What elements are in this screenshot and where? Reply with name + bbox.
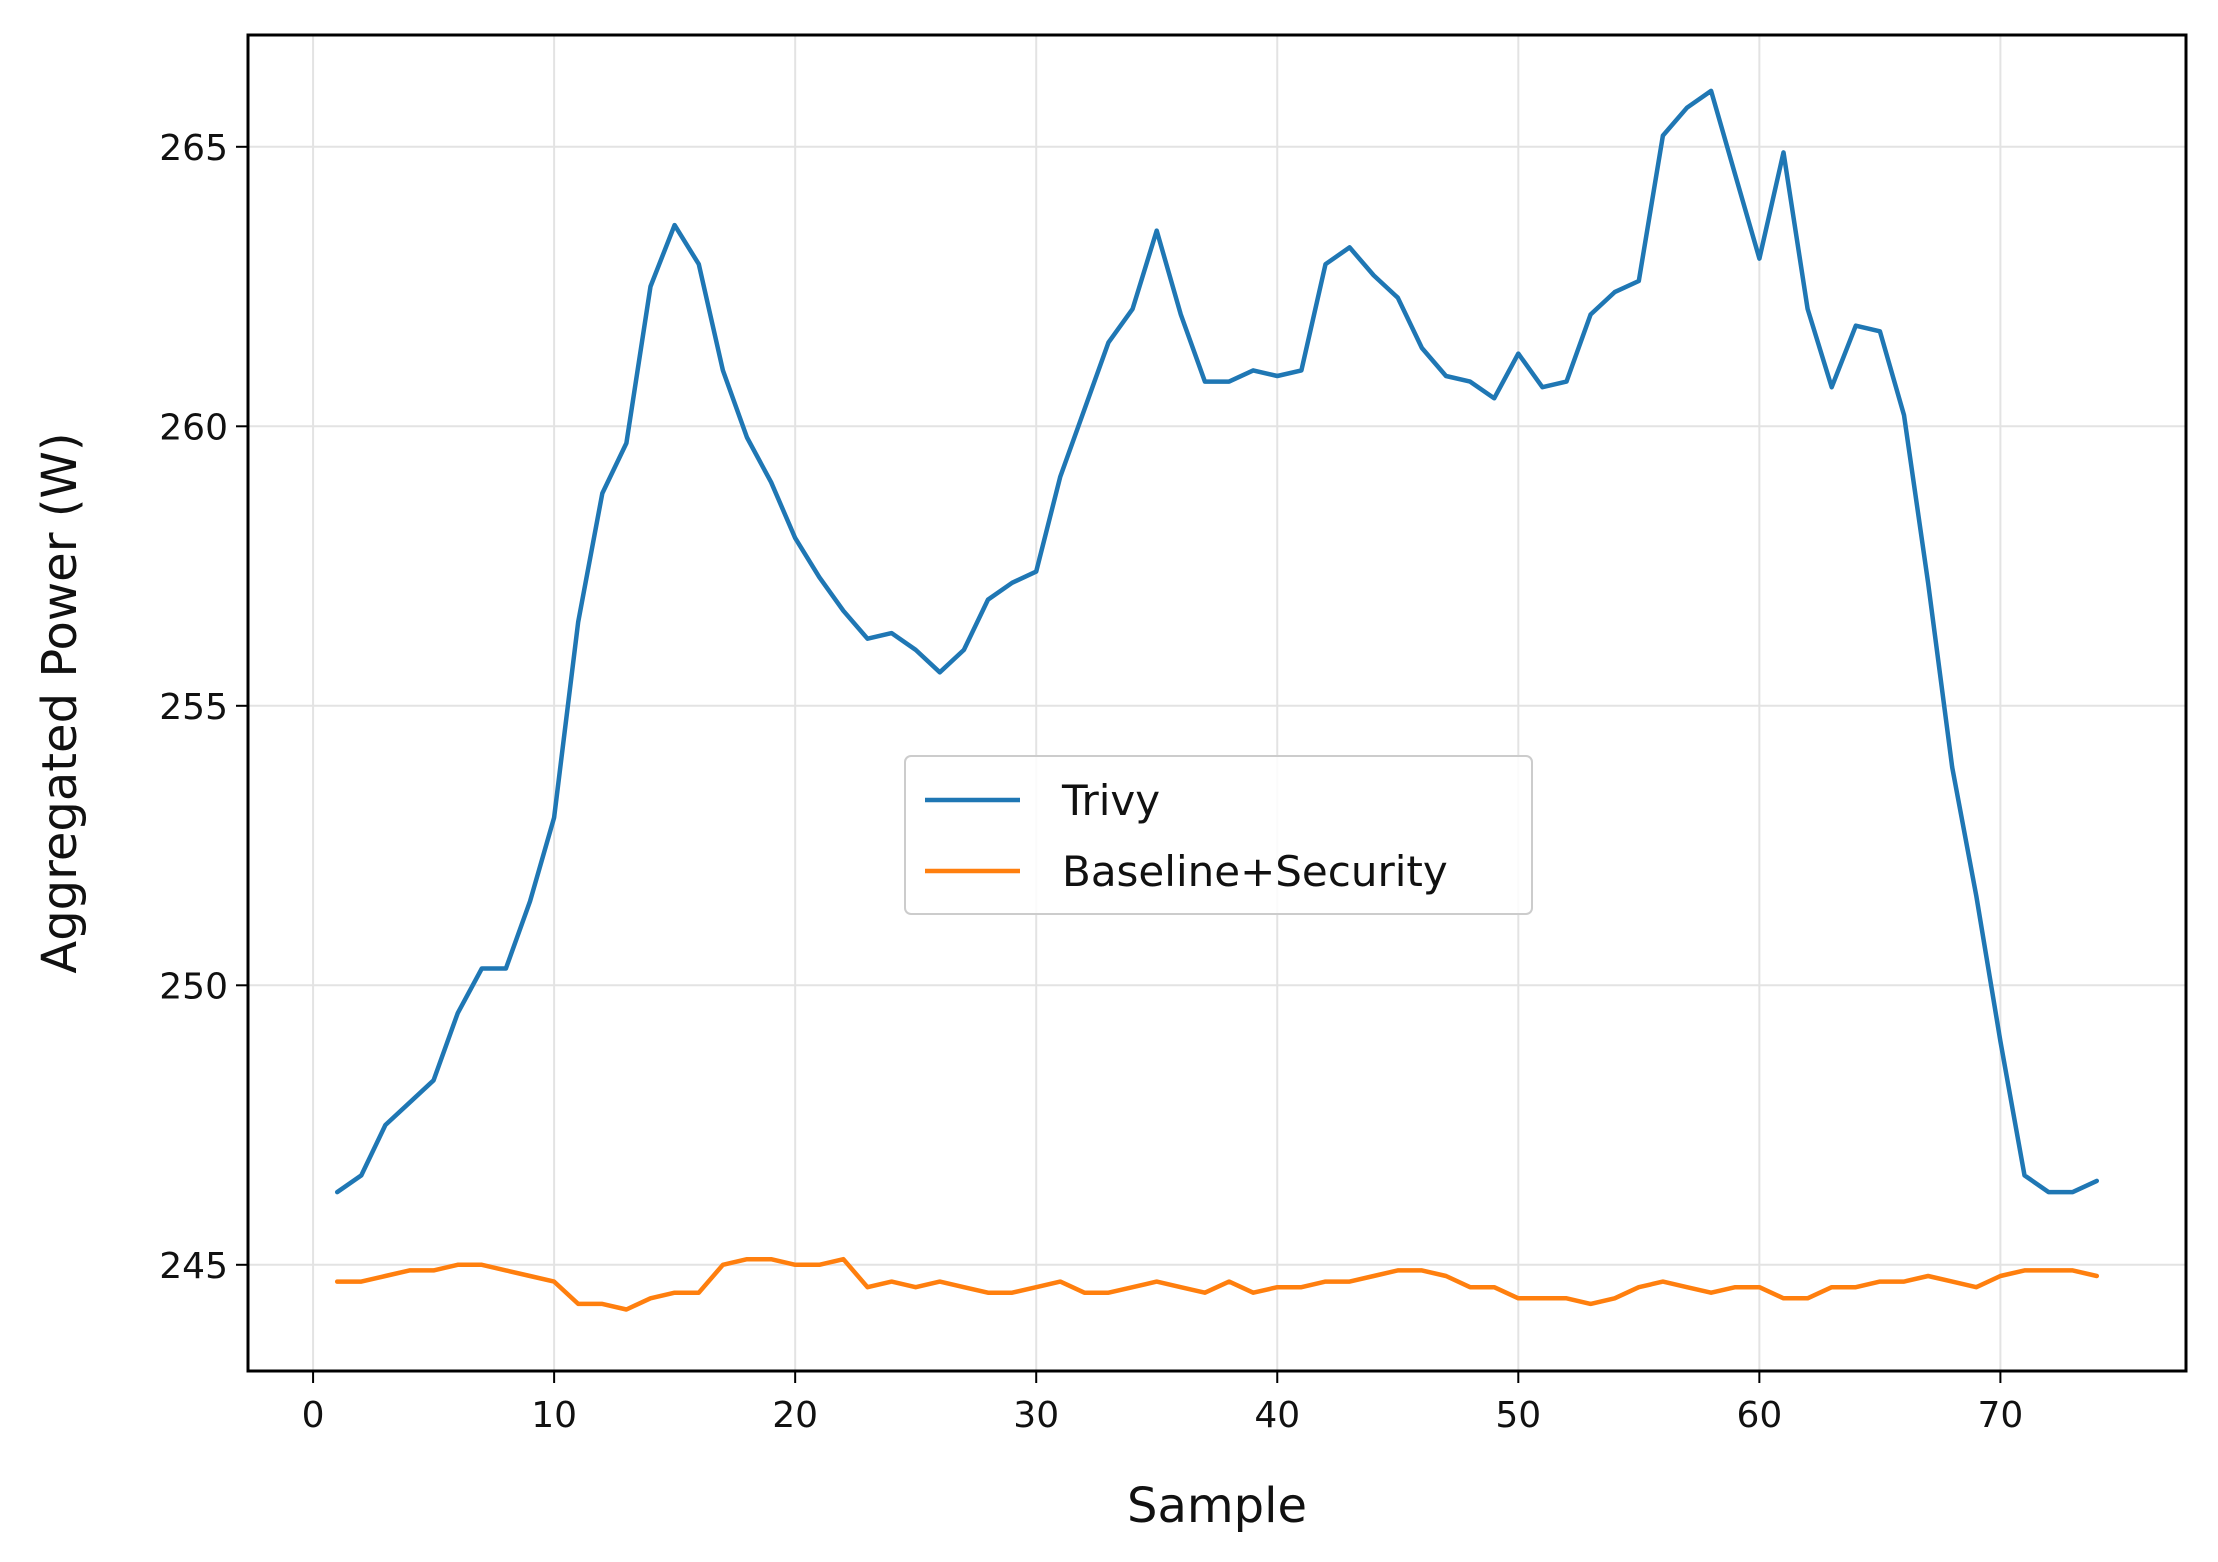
- legend-box: [904, 755, 1533, 915]
- series-line-baseline-security: [334, 1256, 2100, 1312]
- legend: Trivy Baseline+Security: [904, 755, 1533, 915]
- grid: [248, 35, 2186, 1371]
- x-tick-label: 10: [531, 1395, 577, 1436]
- x-tick-label: 0: [302, 1395, 325, 1436]
- x-tick-label: 70: [1977, 1395, 2023, 1436]
- y-tick-label: 255: [159, 687, 228, 728]
- series-line-trivy: [334, 88, 2100, 1195]
- series-lines: [334, 88, 2100, 1312]
- x-tick-label: 50: [1495, 1395, 1541, 1436]
- x-tick-label: 60: [1736, 1395, 1782, 1436]
- x-tick-label: 30: [1013, 1395, 1059, 1436]
- y-tick-label: 250: [159, 966, 228, 1007]
- legend-label-trivy: Trivy: [1061, 776, 1160, 825]
- plot-frame: [246, 33, 2188, 1373]
- y-axis-title: Aggregated Power (W): [32, 432, 88, 973]
- y-tick-label: 245: [159, 1246, 228, 1287]
- x-axis-ticks: 0 10 20 30 40 50 60 70: [302, 1371, 2023, 1436]
- y-tick-label: 265: [159, 128, 228, 169]
- x-tick-label: 20: [772, 1395, 818, 1436]
- y-axis-ticks: 245 250 255 260 265: [159, 128, 248, 1287]
- x-tick-label: 40: [1254, 1395, 1300, 1436]
- y-tick-label: 260: [159, 407, 228, 448]
- x-axis-title: Sample: [1127, 1478, 1307, 1534]
- legend-label-baseline-security: Baseline+Security: [1062, 847, 1448, 896]
